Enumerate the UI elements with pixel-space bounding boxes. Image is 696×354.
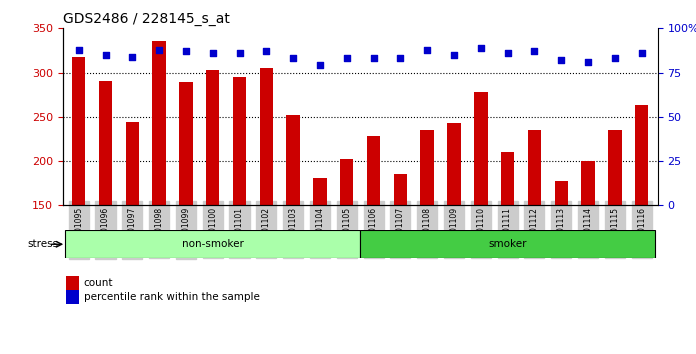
Bar (233, 77, 246, 205)
Bar (126, 122, 139, 205)
Point (73, 47, 84, 52)
Bar (394, 174, 407, 205)
Point (154, 47, 165, 52)
Point (448, 52, 459, 58)
Bar (420, 130, 434, 205)
Bar (99, 80, 112, 205)
Point (555, 57, 567, 63)
Bar (528, 130, 541, 205)
Bar (608, 130, 622, 205)
Bar (635, 105, 649, 205)
Point (207, 50, 219, 56)
Point (234, 50, 245, 56)
Bar (287, 115, 300, 205)
Bar (367, 136, 380, 205)
Point (395, 56, 406, 61)
Text: percentile rank within the sample: percentile rank within the sample (84, 292, 260, 302)
Bar (65, 230, 360, 258)
Point (529, 48, 540, 54)
Bar (72, 57, 86, 205)
Text: stress: stress (27, 239, 58, 249)
Bar (360, 230, 655, 258)
Point (315, 63, 326, 68)
Bar (555, 181, 568, 205)
Bar (260, 68, 273, 205)
Point (100, 52, 111, 58)
Text: count: count (84, 278, 113, 288)
Point (287, 56, 299, 61)
Bar (474, 92, 487, 205)
Point (422, 47, 433, 52)
Point (261, 48, 272, 54)
Text: non-smoker: non-smoker (182, 239, 244, 249)
Bar (448, 123, 461, 205)
Text: smoker: smoker (489, 239, 527, 249)
Point (341, 56, 352, 61)
Point (180, 48, 191, 54)
Bar (180, 82, 193, 205)
Bar (206, 70, 219, 205)
Point (583, 59, 594, 65)
Text: GDS2486 / 228145_s_at: GDS2486 / 228145_s_at (63, 12, 230, 26)
Bar (501, 152, 514, 205)
Bar (340, 159, 354, 205)
Bar (313, 178, 326, 205)
Point (502, 50, 513, 56)
Bar (581, 161, 594, 205)
Point (475, 45, 487, 51)
Point (368, 56, 379, 61)
Point (636, 50, 647, 56)
Bar (152, 41, 166, 205)
Point (127, 54, 138, 59)
Point (609, 56, 620, 61)
